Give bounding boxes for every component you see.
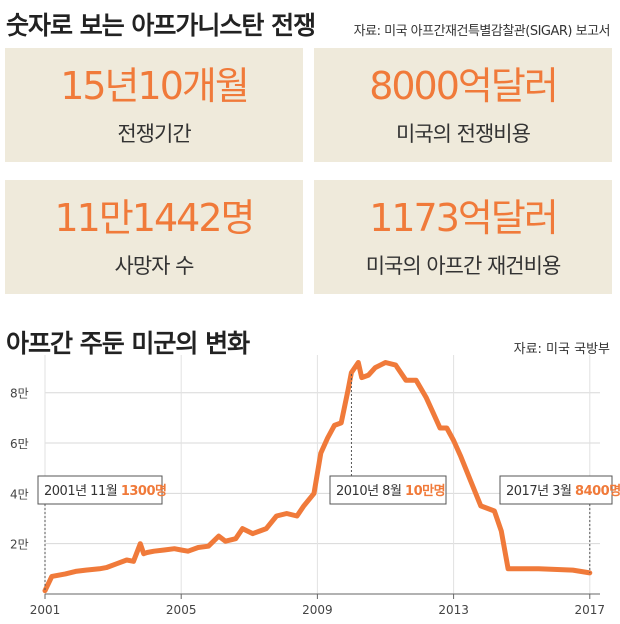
stat-label: 미국의 전쟁비용 [396,122,531,146]
troop-series-line [42,360,593,594]
annotation-label: 2017년 3월 8400명 [506,483,620,499]
annotation-date: 2017년 3월 [506,484,575,499]
x-tick-label: 2017 [575,603,606,617]
y-tick-label: 2만 [10,538,29,552]
stat-value: 15년10개월 [60,64,250,108]
chart-title: 아프간 주둔 미군의 변화 [6,329,250,358]
stat-label: 전쟁기간 [117,122,191,146]
annotation-date: 2010년 8월 [336,484,405,499]
stat-label: 사망자 수 [114,254,195,278]
stat-value: 11만1442명 [54,196,256,240]
annotation-box [37,475,163,505]
y-tick-label: 6만 [10,437,29,451]
source-note: 자료: 미국 아프간재건특별감찰관(SIGAR) 보고서 [353,24,611,39]
annotation-date: 2001년 11월 [44,484,121,499]
chart-source: 자료: 미국 국방부 [513,342,610,357]
annotation-value: 1300명 [121,483,167,499]
annotation-value: 8400명 [575,483,620,499]
annotation-value: 10만명 [405,483,445,499]
annotation-box [329,475,447,505]
y-tick-label: 8만 [10,387,29,401]
x-tick-label: 2001 [30,603,61,617]
stat-value: 1173억달러 [369,196,559,240]
x-tick-label: 2005 [166,603,197,617]
page-title: 숫자로 보는 아프가니스탄 전쟁 [6,11,316,40]
y-tick-label: 4만 [10,487,29,501]
stat-panel-reconstruction: 1173억달러 미국의 아프간 재건비용 [314,180,612,294]
annotation-label: 2010년 8월 10만명 [336,483,445,499]
annotation-box [499,475,613,505]
annotation-label: 2001년 11월 1300명 [44,483,166,499]
stat-panel-deaths: 11만1442명 사망자 수 [5,180,303,294]
x-tick-label: 2009 [302,603,333,617]
x-tick-label: 2013 [438,603,469,617]
stat-label: 미국의 아프간 재건비용 [365,254,562,278]
stat-panel-cost: 8000억달러 미국의 전쟁비용 [314,48,612,162]
stat-value: 8000억달러 [369,64,559,108]
stat-panel-duration: 15년10개월 전쟁기간 [5,48,303,162]
